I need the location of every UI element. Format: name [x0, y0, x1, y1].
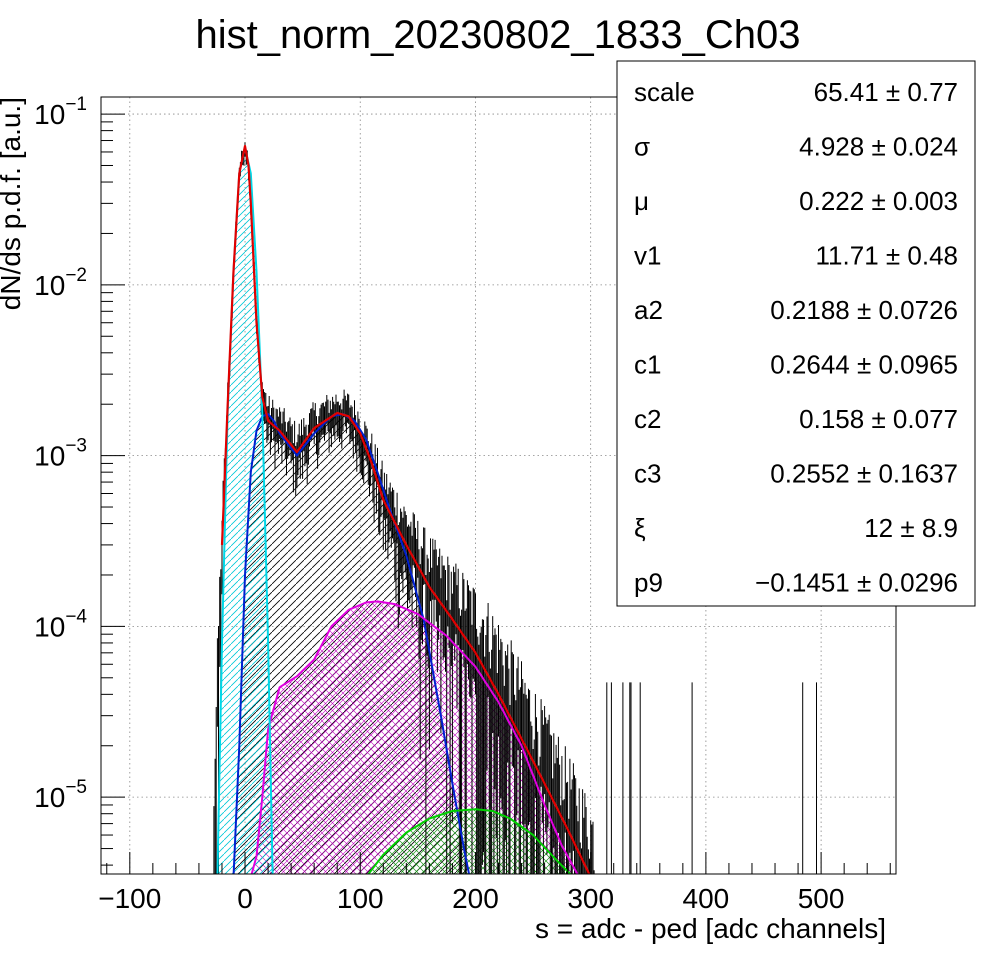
stat-name: a2 — [634, 295, 663, 325]
y-tick-label: 10−3 — [34, 436, 87, 472]
stat-name: c2 — [634, 404, 661, 434]
stat-name: σ — [634, 132, 650, 162]
stat-name: scale — [634, 77, 695, 107]
plot-area — [213, 142, 817, 874]
stat-value: 0.158 ± 0.077 — [799, 404, 958, 434]
histogram-sparse-bins — [606, 682, 817, 874]
chart-title: hist_norm_20230802_1833_Ch03 — [196, 13, 801, 57]
stat-name: μ — [634, 186, 649, 216]
stat-value: 0.2188 ± 0.0726 — [770, 295, 958, 325]
x-axis-label: s = adc - ped [adc channels] — [535, 913, 886, 944]
x-tick-label: 200 — [452, 883, 499, 914]
stat-value: 0.2644 ± 0.0965 — [770, 350, 958, 380]
x-tick-label: −100 — [98, 883, 161, 914]
x-tick-label: 300 — [567, 883, 614, 914]
stat-value: 65.41 ± 0.77 — [814, 77, 958, 107]
stat-name: ξ — [634, 513, 646, 543]
three-pe-curve — [367, 808, 572, 874]
y-axis: 10−1 10−2 10−3 10−4 10−5 — [34, 94, 125, 866]
stat-name: c3 — [634, 459, 661, 489]
stat-name: p9 — [634, 568, 663, 598]
y-tick-label: 10−4 — [34, 606, 87, 642]
total-curve — [220, 144, 591, 874]
y-tick-label: 10−1 — [34, 94, 87, 130]
stat-value: 0.2552 ± 0.1637 — [770, 459, 958, 489]
x-tick-label: 100 — [337, 883, 384, 914]
stat-name: c1 — [634, 350, 661, 380]
stat-name: v1 — [634, 241, 661, 271]
stat-value: 4.928 ± 0.024 — [799, 132, 958, 162]
stat-value: 12 ± 8.9 — [864, 513, 958, 543]
y-tick-label: 10−2 — [34, 265, 87, 301]
y-tick-label: 10−5 — [34, 777, 87, 813]
y-axis-label: dN/ds p.d.f. [a.u.] — [0, 97, 26, 310]
x-tick-label: 0 — [237, 883, 253, 914]
x-axis: −100 0 100 200 300 400 500 — [98, 852, 891, 914]
stat-value: 11.71 ± 0.48 — [816, 241, 958, 271]
stat-value: 0.222 ± 0.003 — [799, 186, 958, 216]
fit-parameters-box: scale 65.41 ± 0.77 σ 4.928 ± 0.024 μ 0.222 ± … — [616, 60, 976, 607]
x-tick-label: 500 — [798, 883, 845, 914]
stat-value: −0.1451 ± 0.0296 — [755, 568, 958, 598]
three-pe-fill-area — [366, 809, 574, 874]
x-tick-label: 400 — [683, 883, 730, 914]
